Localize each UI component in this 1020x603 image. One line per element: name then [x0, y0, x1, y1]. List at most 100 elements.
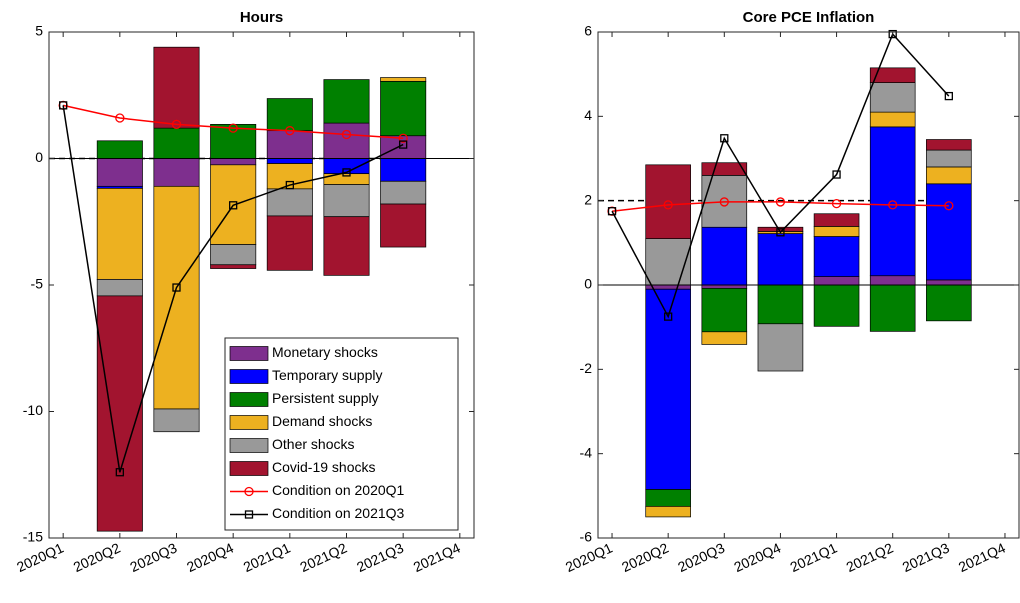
- y-tick-label: 5: [35, 23, 43, 39]
- line-marker: [720, 134, 729, 143]
- legend-label: Covid-19 shocks: [272, 459, 376, 475]
- x-tick-label: 2020Q2: [71, 539, 123, 575]
- x-tick-label: 2021Q2: [844, 539, 896, 575]
- legend-swatch: [229, 438, 269, 453]
- line-marker: [776, 228, 785, 237]
- legend-swatch: [229, 369, 269, 384]
- bar-segment: [869, 111, 916, 128]
- line-marker: [115, 468, 124, 477]
- legend-swatch: [229, 461, 269, 476]
- bar-segment: [210, 158, 257, 166]
- bar-segment: [701, 226, 748, 286]
- bar-segment: [757, 233, 804, 286]
- bar-segment: [869, 82, 916, 113]
- bar-segment: [380, 203, 427, 248]
- chart-title: Core PCE Inflation: [743, 9, 875, 26]
- bar-segment: [210, 244, 257, 266]
- y-tick-label: 0: [35, 149, 43, 165]
- bar-segment: [266, 98, 313, 132]
- bar-segment: [701, 288, 748, 333]
- legend-swatch: [229, 415, 269, 430]
- y-tick-label: 4: [584, 107, 592, 123]
- line-marker: [832, 170, 841, 179]
- x-tick-label: 2020Q4: [731, 539, 783, 575]
- legend-label: Condition on 2020Q1: [272, 482, 405, 498]
- bar-segment: [645, 238, 691, 286]
- bar-segment: [153, 46, 200, 129]
- bar-segment: [926, 284, 972, 322]
- bar-segment: [210, 123, 257, 159]
- line-marker: [719, 197, 729, 207]
- bar-segment: [813, 276, 860, 286]
- bar-segment: [323, 79, 370, 124]
- bar-segment: [96, 188, 143, 280]
- x-tick-label: 2020Q2: [619, 539, 671, 575]
- bar-segment: [380, 80, 427, 137]
- legend: Monetary shocks Temporary supply Persisten…: [224, 337, 459, 531]
- bar-segment: [926, 139, 972, 151]
- bar-segment: [96, 279, 143, 297]
- bar-segment: [645, 489, 691, 507]
- line-marker: [664, 312, 673, 321]
- legend-label: Temporary supply: [272, 367, 383, 383]
- bar-segment: [813, 236, 860, 277]
- y-tick-label: -5: [31, 276, 44, 292]
- y-tick-label: 6: [584, 23, 592, 39]
- x-tick-label: 2021Q2: [297, 539, 349, 575]
- y-tick-label: -6: [580, 529, 593, 545]
- bar-segment: [210, 264, 257, 269]
- y-tick-label: -2: [580, 360, 593, 376]
- line-marker: [285, 180, 294, 190]
- line-marker: [398, 133, 408, 143]
- legend-swatch: [229, 346, 269, 361]
- bar-segment: [266, 188, 313, 217]
- line-series: [62, 105, 404, 473]
- bar-segment: [757, 323, 804, 372]
- bar-segment: [96, 140, 143, 159]
- chart-panel: Core PCE Inflation -6 -4 -2 0 2 4 6 2020Q1 2020Q2…: [563, 9, 1020, 575]
- legend-label: Other shocks: [272, 436, 354, 452]
- line-marker: [663, 200, 673, 210]
- x-tick-label: 2021Q1: [241, 539, 293, 575]
- line-marker: [944, 91, 953, 101]
- bar-segment: [926, 149, 972, 168]
- line-marker: [831, 198, 842, 209]
- legend-marker: [244, 510, 254, 519]
- bar-segment: [926, 279, 972, 286]
- x-tick-label: 2021Q3: [900, 539, 952, 575]
- chart-title: Hours: [240, 9, 283, 26]
- bar-segment: [96, 158, 143, 187]
- x-tick-label: 2021Q4: [956, 539, 1008, 575]
- line-marker: [944, 201, 954, 211]
- line-marker: [888, 29, 897, 39]
- line-marker: [228, 123, 238, 133]
- x-tick-label: 2021Q1: [787, 539, 839, 575]
- bar-segment: [645, 288, 691, 490]
- y-tick-label: -10: [23, 402, 43, 418]
- x-tick-label: 2020Q1: [14, 539, 66, 575]
- line-marker: [342, 168, 351, 177]
- y-tick-label: 2: [584, 191, 592, 207]
- bar-segment: [96, 295, 143, 532]
- line-marker: [172, 283, 181, 292]
- bar-segment: [869, 284, 916, 332]
- legend-label: Monetary shocks: [272, 344, 378, 360]
- x-tick-label: 2020Q4: [184, 539, 236, 575]
- line-marker: [775, 197, 786, 207]
- y-tick-label: 0: [584, 276, 592, 292]
- bar-segment: [153, 185, 200, 410]
- bar-segment: [926, 183, 972, 281]
- line-marker: [285, 126, 295, 136]
- bar-segment: [266, 215, 313, 271]
- line-marker: [341, 129, 352, 140]
- legend-label: Condition on 2021Q3: [272, 505, 405, 521]
- line-marker: [59, 101, 68, 110]
- bar-segment: [757, 284, 804, 325]
- bar-segment: [645, 164, 691, 239]
- bar-segment: [380, 180, 427, 205]
- bar-segment: [813, 213, 860, 227]
- y-tick-label: -15: [23, 529, 43, 545]
- bar-segment: [153, 127, 200, 159]
